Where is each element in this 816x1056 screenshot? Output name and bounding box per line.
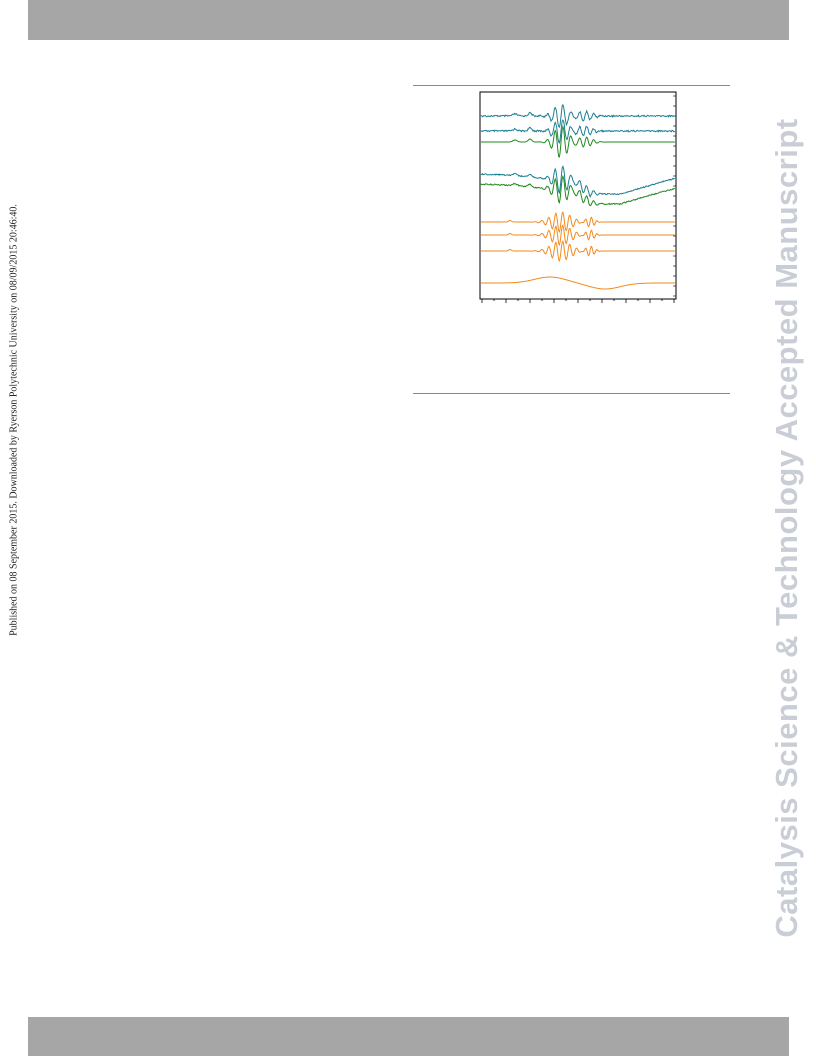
spectrum-trace xyxy=(481,240,675,263)
spectrum-trace xyxy=(480,165,676,198)
spectrum-trace xyxy=(480,174,675,207)
spectra-traces xyxy=(480,103,676,290)
figure-bottom-rule xyxy=(413,393,730,394)
spectrum-trace xyxy=(481,276,675,290)
spectrum-trace xyxy=(481,124,675,158)
x-axis-ticks xyxy=(481,95,676,303)
header-banner xyxy=(28,0,789,40)
spectrum-trace xyxy=(480,119,676,144)
figure-top-rule xyxy=(413,85,730,86)
journal-watermark: Catalysis Science & Technology Accepted … xyxy=(769,118,804,938)
spectrum-trace xyxy=(481,224,675,247)
plot-frame xyxy=(479,91,677,300)
footer-banner xyxy=(28,1017,789,1056)
spectrum-trace xyxy=(481,211,675,234)
spectra-figure xyxy=(479,91,677,303)
publication-note: Published on 08 September 2015. Download… xyxy=(8,204,20,636)
spectrum-trace xyxy=(480,103,676,129)
